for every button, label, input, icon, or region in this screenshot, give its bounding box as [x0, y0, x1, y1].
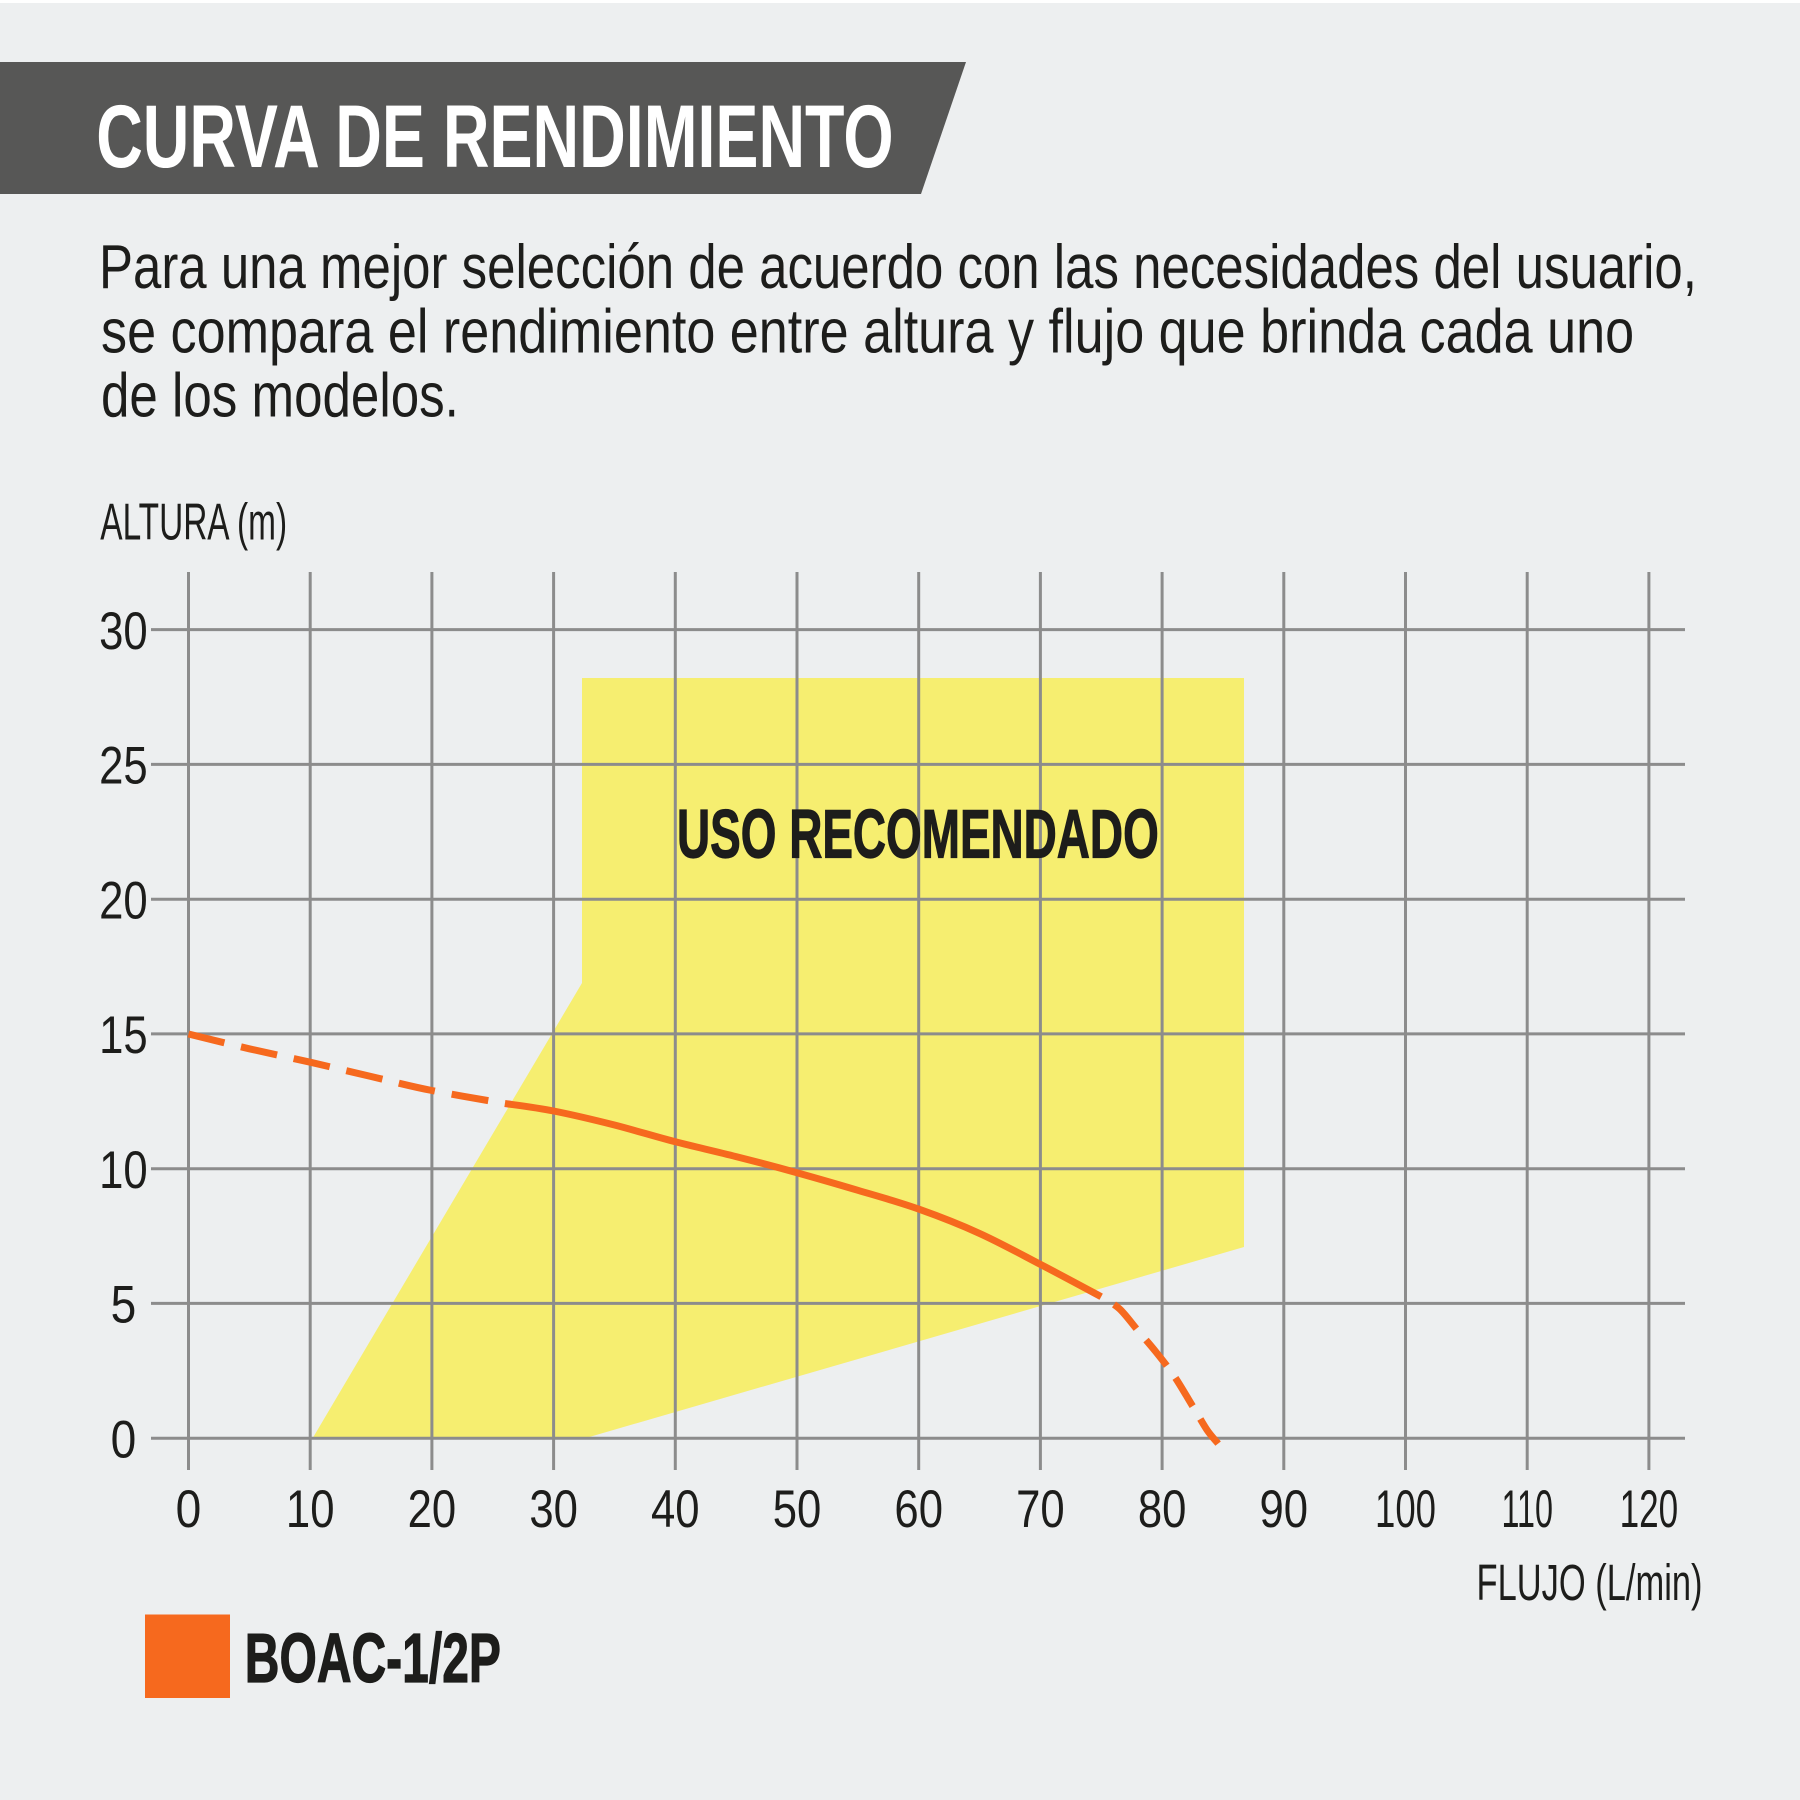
svg-text:0: 0 [111, 1409, 137, 1469]
svg-text:5: 5 [111, 1275, 137, 1335]
svg-text:40: 40 [651, 1480, 700, 1539]
svg-text:10: 10 [286, 1480, 335, 1539]
svg-text:110: 110 [1501, 1480, 1553, 1539]
svg-text:90: 90 [1260, 1480, 1309, 1539]
svg-text:USO RECOMENDADO: USO RECOMENDADO [677, 796, 1159, 873]
svg-text:0: 0 [176, 1479, 202, 1539]
svg-text:25: 25 [99, 737, 148, 796]
svg-text:60: 60 [894, 1480, 943, 1539]
svg-text:30: 30 [529, 1480, 578, 1539]
svg-text:FLUJO (L/min): FLUJO (L/min) [1477, 1555, 1703, 1611]
svg-text:20: 20 [99, 872, 148, 931]
svg-text:120: 120 [1620, 1479, 1679, 1539]
svg-text:Para una mejor selección de ac: Para una mejor selección de acuerdo con … [99, 233, 1697, 302]
svg-text:CURVA DE RENDIMIENTO: CURVA DE RENDIMIENTO [96, 88, 893, 186]
svg-text:ALTURA (m): ALTURA (m) [100, 493, 287, 551]
svg-text:se compara el rendimiento entr: se compara el rendimiento entre altura y… [101, 297, 1634, 366]
svg-text:100: 100 [1375, 1479, 1436, 1538]
svg-text:50: 50 [773, 1480, 822, 1539]
svg-text:30: 30 [99, 602, 148, 661]
svg-text:de los modelos.: de los modelos. [101, 362, 459, 431]
svg-text:BOAC-1/2P: BOAC-1/2P [245, 1619, 501, 1697]
svg-text:20: 20 [408, 1480, 457, 1539]
svg-text:80: 80 [1138, 1480, 1187, 1539]
svg-text:10: 10 [99, 1141, 148, 1200]
svg-text:70: 70 [1016, 1480, 1065, 1539]
svg-text:15: 15 [99, 1006, 148, 1065]
